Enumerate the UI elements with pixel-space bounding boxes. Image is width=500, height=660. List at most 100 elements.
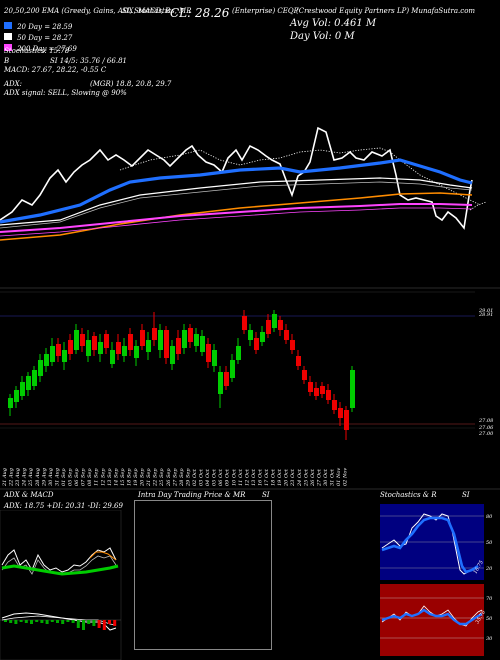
candle-body xyxy=(260,332,265,342)
candle-body xyxy=(20,382,25,396)
date-axis-label: 13 Oct xyxy=(251,468,257,486)
date-axis-label: 24 Aug xyxy=(22,468,28,487)
candle-body xyxy=(230,360,235,378)
candle-body xyxy=(350,370,355,408)
candle-body xyxy=(140,330,145,346)
date-axis-label: 28 Sep xyxy=(179,468,185,487)
candle-body xyxy=(242,316,247,330)
candle-body xyxy=(182,330,187,348)
rsi-background xyxy=(380,584,484,656)
day-volume: Day Vol: 0 M xyxy=(290,31,355,42)
candle-body xyxy=(104,334,109,348)
candle-body xyxy=(218,372,223,394)
candle-body xyxy=(326,390,331,400)
date-axis-label: 01 Sep xyxy=(61,468,67,486)
ema200-label: 200 Day = 27.69 xyxy=(17,45,77,53)
candle-body xyxy=(248,330,253,340)
ema200-swatch xyxy=(4,44,12,51)
date-axis-label: 29 Aug xyxy=(41,468,47,487)
candle-body xyxy=(116,342,121,354)
candle-body xyxy=(122,346,127,356)
candle-body xyxy=(254,338,259,350)
adx-white-line xyxy=(1,547,117,573)
macd-histogram-bar xyxy=(97,620,101,628)
date-axis-label: 07 Sep xyxy=(81,468,87,486)
stoch-tick-50: 50 xyxy=(486,540,493,546)
candle-body xyxy=(170,346,175,364)
date-axis-label: 02 Nov xyxy=(343,468,349,486)
candle-body xyxy=(146,340,151,352)
price-axis-label: 27.00 xyxy=(478,431,494,437)
date-axis-label: 20 Sep xyxy=(140,468,146,487)
date-axis-label: 25 Oct xyxy=(303,468,309,487)
candle-body xyxy=(302,370,307,380)
price-axis-label: 27.08 xyxy=(478,418,493,424)
rsi-blue-line xyxy=(381,608,483,626)
date-axis-label: 17 Oct xyxy=(264,468,270,486)
adx-panel-title: ADX & MACD xyxy=(4,491,54,499)
stochastics-rsi-panel: 80 50 20 16.75 70 50 30 35.76 xyxy=(380,504,493,656)
close-price: CL: 28.26 xyxy=(170,6,230,20)
si-readout: SI 14/5: 35.76 / 66.81 xyxy=(50,57,127,65)
candle-body xyxy=(176,338,181,354)
ema50-swatch xyxy=(4,33,12,40)
candle-body xyxy=(74,330,79,350)
macd-histogram-bar xyxy=(14,620,18,624)
date-axis-label: 10 Oct xyxy=(231,468,237,486)
date-axis-label: 20 Oct xyxy=(284,468,290,487)
macd-readout: MACD: 27.67, 28.22, -0.55 C xyxy=(4,66,107,74)
candle-body xyxy=(32,370,37,386)
macd-histogram-bar xyxy=(61,620,65,624)
candle-body xyxy=(224,372,229,386)
dotted-ema-line xyxy=(119,147,481,206)
date-axis-label: 19 Oct xyxy=(277,468,283,486)
date-axis-label: 25 Sep xyxy=(159,468,165,487)
candle-body xyxy=(290,340,295,350)
adx-macd-panel xyxy=(0,510,122,660)
date-axis: 21 Aug 22 Aug 23 Aug 24 Aug 25 Aug 28 Aug 29 A… xyxy=(2,468,349,487)
date-axis-label: 06 Oct xyxy=(218,468,224,486)
date-axis-label: 22 Aug xyxy=(9,468,15,487)
date-axis-label: 09 Oct xyxy=(225,468,231,486)
candle-body xyxy=(128,334,133,350)
adx-green-line xyxy=(1,564,119,576)
macd-histogram-bar xyxy=(82,620,85,630)
candle-body xyxy=(86,340,91,356)
candle-body xyxy=(26,376,31,390)
company-label: (Crestwood Equity Partners LP) MunafaSut… xyxy=(296,7,476,15)
date-axis-label: 18 Sep xyxy=(126,468,132,486)
stoch-tick-20: 20 xyxy=(485,566,493,572)
date-axis-label: 12 Oct xyxy=(244,468,250,486)
date-axis-label: 11 Oct xyxy=(238,468,244,486)
candle-body xyxy=(56,344,61,356)
candle-body xyxy=(308,382,313,392)
candle-body xyxy=(98,342,103,354)
rsi-tick-50: 50 xyxy=(486,616,493,622)
macd-histogram-bar xyxy=(76,620,80,628)
candle-body xyxy=(332,400,337,410)
date-axis-label: 08 Sep xyxy=(87,468,93,486)
date-axis-label: 14 Sep xyxy=(113,468,119,486)
macd-histogram-bar xyxy=(71,620,75,623)
intraday-panel-title: Intra Day Trading Price & MR xyxy=(138,491,246,499)
date-axis-label: 06 Sep xyxy=(74,468,80,486)
adx-values: (MGR) 18.8, 20.8, 29.7 xyxy=(90,80,172,88)
date-axis-label: 21 Sep xyxy=(146,468,152,487)
candle-body xyxy=(134,346,139,358)
adx-label: ADX: xyxy=(4,80,23,88)
date-axis-label: 23 Oct xyxy=(290,468,296,487)
adx-orange-line xyxy=(89,551,117,561)
price-axis-label: 27.06 xyxy=(478,425,494,431)
candle-body xyxy=(92,336,97,350)
date-axis-label: 27 Oct xyxy=(316,468,322,487)
adx-signal: ADX signal: SELL, Slowing @ 90% xyxy=(4,89,127,97)
candle-body xyxy=(152,328,157,340)
date-axis-label: 30 Oct xyxy=(323,468,329,486)
moving-average-chart xyxy=(0,126,500,289)
date-axis-label: 11 Sep xyxy=(94,468,100,486)
candle-body xyxy=(164,330,169,358)
date-axis-label: 15 Sep xyxy=(120,468,126,486)
stoch-d-line xyxy=(381,516,479,574)
date-axis-label: 21 Aug xyxy=(2,468,8,487)
